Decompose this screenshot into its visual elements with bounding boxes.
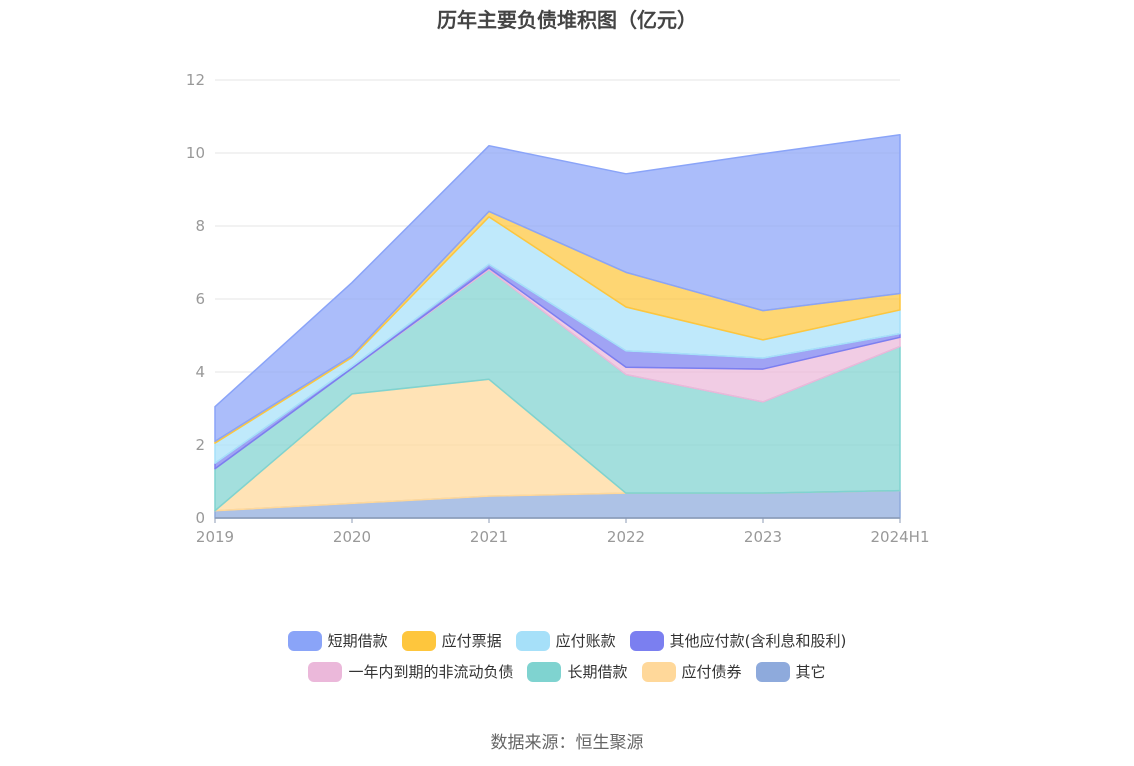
y-tick-label: 4 bbox=[195, 363, 205, 381]
legend-item-long-term-loans[interactable]: 长期借款 bbox=[527, 661, 628, 682]
legend-swatch bbox=[287, 630, 322, 651]
legend-swatch bbox=[527, 661, 562, 682]
area-series-短期借款[interactable] bbox=[214, 134, 901, 443]
y-tick-label: 12 bbox=[186, 71, 205, 89]
x-tick-label: 2019 bbox=[196, 528, 234, 546]
legend-label: 应付票据 bbox=[441, 632, 502, 650]
legend-item-other-payables[interactable]: 其他应付款(含利息和股利) bbox=[629, 630, 847, 651]
y-tick-label: 10 bbox=[186, 144, 205, 162]
x-tick-label: 2022 bbox=[607, 528, 645, 546]
chart-plot: 0 2 4 6 8 10 12 2019 2020 2021 2022 2023 2024H1 bbox=[186, 71, 930, 546]
y-tick-label: 0 bbox=[195, 509, 205, 527]
legend-row-1: 短期借款 应付票据 应付账款 其他应付款(含利息和股利) bbox=[0, 630, 1134, 651]
legend-label: 短期借款 bbox=[327, 632, 388, 650]
legend-item-notes-payable[interactable]: 应付票据 bbox=[401, 630, 502, 651]
chart-title: 历年主要负债堆积图（亿元） bbox=[437, 8, 697, 32]
data-source-note: 数据来源：恒生聚源 bbox=[490, 733, 644, 753]
legend-row-2: 一年内到期的非流动负债 长期借款 应付债券 其它 bbox=[0, 661, 1134, 682]
y-tick-label: 6 bbox=[195, 290, 205, 308]
legend-label: 其它 bbox=[795, 663, 826, 681]
legend-label: 长期借款 bbox=[567, 663, 628, 681]
legend-swatch bbox=[755, 661, 790, 682]
legend-swatch bbox=[641, 661, 676, 682]
legend-label: 应付账款 bbox=[555, 632, 616, 650]
x-tick-label: 2020 bbox=[333, 528, 371, 546]
y-tick-label: 8 bbox=[195, 217, 205, 235]
legend-swatch bbox=[629, 630, 664, 651]
legend-label: 应付债券 bbox=[681, 663, 742, 681]
legend-item-bonds-payable[interactable]: 应付债券 bbox=[641, 661, 742, 682]
legend-swatch bbox=[515, 630, 550, 651]
y-tick-label: 2 bbox=[195, 436, 205, 454]
chart-legend: 短期借款 应付票据 应付账款 其他应付款(含利息和股利) 一年内到期的非流动负债… bbox=[0, 630, 1134, 692]
legend-label: 一年内到期的非流动负债 bbox=[348, 663, 514, 681]
legend-item-current-noncurrent-liabilities[interactable]: 一年内到期的非流动负债 bbox=[308, 661, 513, 682]
legend-swatch bbox=[401, 630, 436, 651]
legend-swatch bbox=[308, 661, 343, 682]
x-tick-label: 2024H1 bbox=[871, 528, 930, 546]
x-tick-label: 2023 bbox=[744, 528, 782, 546]
legend-label: 其他应付款(含利息和股利) bbox=[669, 632, 847, 650]
legend-item-other[interactable]: 其它 bbox=[755, 661, 826, 682]
legend-item-short-term-loans[interactable]: 短期借款 bbox=[287, 630, 388, 651]
x-tick-label: 2021 bbox=[470, 528, 508, 546]
legend-item-accounts-payable[interactable]: 应付账款 bbox=[515, 630, 616, 651]
